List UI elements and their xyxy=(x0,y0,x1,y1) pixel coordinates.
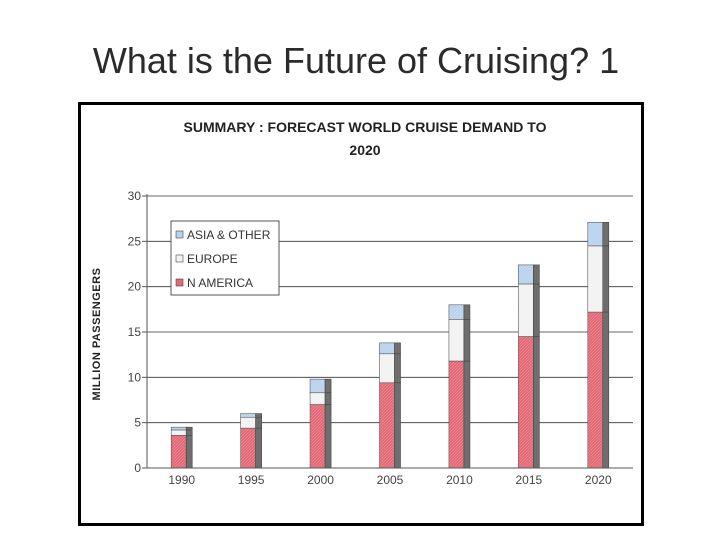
bar-segment-n-america-2020 xyxy=(587,311,610,469)
bar-side xyxy=(185,429,193,436)
bar-side xyxy=(394,353,401,384)
y-tick-label-25: 25 xyxy=(128,234,142,248)
bar-texture xyxy=(379,342,395,354)
bar-side xyxy=(255,416,262,429)
y-tick-label-0: 0 xyxy=(134,461,141,475)
bar-side xyxy=(463,360,471,469)
y-tick-label-15: 15 xyxy=(128,325,142,339)
bar-texture xyxy=(310,404,326,468)
bar-segment-n-america-2015 xyxy=(518,336,540,469)
x-tick-label-1995: 1995 xyxy=(238,473,265,487)
bar-side xyxy=(602,311,610,469)
x-tick-label-2000: 2000 xyxy=(307,473,334,487)
bar-texture xyxy=(171,435,187,468)
x-tick-label-2020: 2020 xyxy=(585,473,612,487)
bar-segment-europe-1990 xyxy=(170,429,193,436)
legend-label-1: EUROPE xyxy=(187,252,238,266)
bar-segment-europe-1995 xyxy=(240,416,262,429)
bar-side xyxy=(602,245,610,313)
bar-texture xyxy=(240,413,256,418)
bar-texture xyxy=(587,312,603,468)
bar-segment-n-america-2005 xyxy=(379,382,401,469)
bar-texture xyxy=(518,336,534,468)
y-tick-label-30: 30 xyxy=(128,189,142,203)
bar-texture xyxy=(448,319,464,362)
bar-side xyxy=(602,221,610,247)
legend-box xyxy=(170,220,280,296)
bar-segment-asia-other-2010 xyxy=(448,304,471,320)
bar-segment-europe-2020 xyxy=(587,245,610,313)
y-tick-label-10: 10 xyxy=(128,370,142,384)
bar-side xyxy=(255,413,262,418)
bar-texture xyxy=(240,428,256,468)
bar-side xyxy=(324,404,332,469)
bar-texture xyxy=(518,283,534,337)
legend-swatch-2 xyxy=(175,278,184,287)
x-tick-label-2005: 2005 xyxy=(377,473,404,487)
stacked-bar-chart: SUMMARY : FORECAST WORLD CRUISE DEMAND T… xyxy=(91,119,633,487)
x-tick-label-2015: 2015 xyxy=(516,473,543,487)
bar-side xyxy=(324,378,332,394)
bar-segment-asia-other-1990 xyxy=(170,426,193,431)
y-tick-label-5: 5 xyxy=(134,416,141,430)
legend-label-2: N AMERICA xyxy=(187,276,253,290)
slide-title: What is the Future of Cruising? 1 xyxy=(92,40,620,81)
bar-side xyxy=(533,264,540,285)
bar-segment-n-america-1995 xyxy=(240,427,262,469)
bar-segment-europe-2000 xyxy=(309,392,332,405)
legend-swatch-0 xyxy=(175,230,184,239)
bar-segment-europe-2005 xyxy=(379,353,401,384)
bar-texture xyxy=(171,429,187,436)
bar-segment-asia-other-2000 xyxy=(309,378,332,394)
bar-side xyxy=(394,342,401,355)
legend: ASIA & OTHER EUROPE N AMERICA xyxy=(170,220,280,296)
bar-segment-n-america-2000 xyxy=(309,404,332,469)
bar-segment-europe-2010 xyxy=(448,319,471,362)
x-tick-label-2010: 2010 xyxy=(446,473,473,487)
bar-side xyxy=(533,336,540,469)
bar-side xyxy=(394,382,401,469)
bar-texture xyxy=(240,417,256,429)
bar-texture xyxy=(171,427,187,430)
x-tick-label-1990: 1990 xyxy=(168,473,195,487)
bar-texture xyxy=(587,222,603,246)
bar-side xyxy=(255,427,262,469)
legend-swatch-1 xyxy=(175,254,184,263)
chart-title-line1: SUMMARY : FORECAST WORLD CRUISE DEMAND T… xyxy=(184,119,547,135)
bars xyxy=(170,221,610,469)
bar-segment-asia-other-2020 xyxy=(587,221,610,247)
bar-side xyxy=(533,283,540,337)
y-tick-label-20: 20 xyxy=(128,280,142,294)
bar-segment-asia-other-2005 xyxy=(379,342,401,355)
bar-texture xyxy=(310,392,326,405)
chart-frame: SUMMARY : FORECAST WORLD CRUISE DEMAND T… xyxy=(78,102,644,526)
bar-texture xyxy=(379,382,395,468)
bar-texture xyxy=(310,379,326,393)
bar-segment-europe-2015 xyxy=(518,283,540,337)
bar-texture xyxy=(448,361,464,468)
bar-texture xyxy=(448,304,464,320)
bar-texture xyxy=(379,353,395,383)
bar-texture xyxy=(587,245,603,313)
bar-side xyxy=(463,319,471,362)
legend-label-0: ASIA & OTHER xyxy=(187,228,271,242)
bar-segment-n-america-1990 xyxy=(170,435,193,469)
bar-texture xyxy=(518,264,534,284)
axes: 0 5 10 15 20 25 30 1990 1995 2000 2005 2010 2015 2020 xyxy=(128,189,633,487)
bar-side xyxy=(463,304,471,320)
bar-side xyxy=(324,392,332,405)
chart-title-line2: 2020 xyxy=(349,142,380,158)
bar-side xyxy=(185,435,193,469)
bar-segment-asia-other-1995 xyxy=(240,413,262,418)
y-axis-label: MILLION PASSENGERS xyxy=(91,268,103,401)
bar-segment-n-america-2010 xyxy=(448,360,471,469)
bar-side xyxy=(185,426,193,431)
bar-segment-asia-other-2015 xyxy=(518,264,540,285)
